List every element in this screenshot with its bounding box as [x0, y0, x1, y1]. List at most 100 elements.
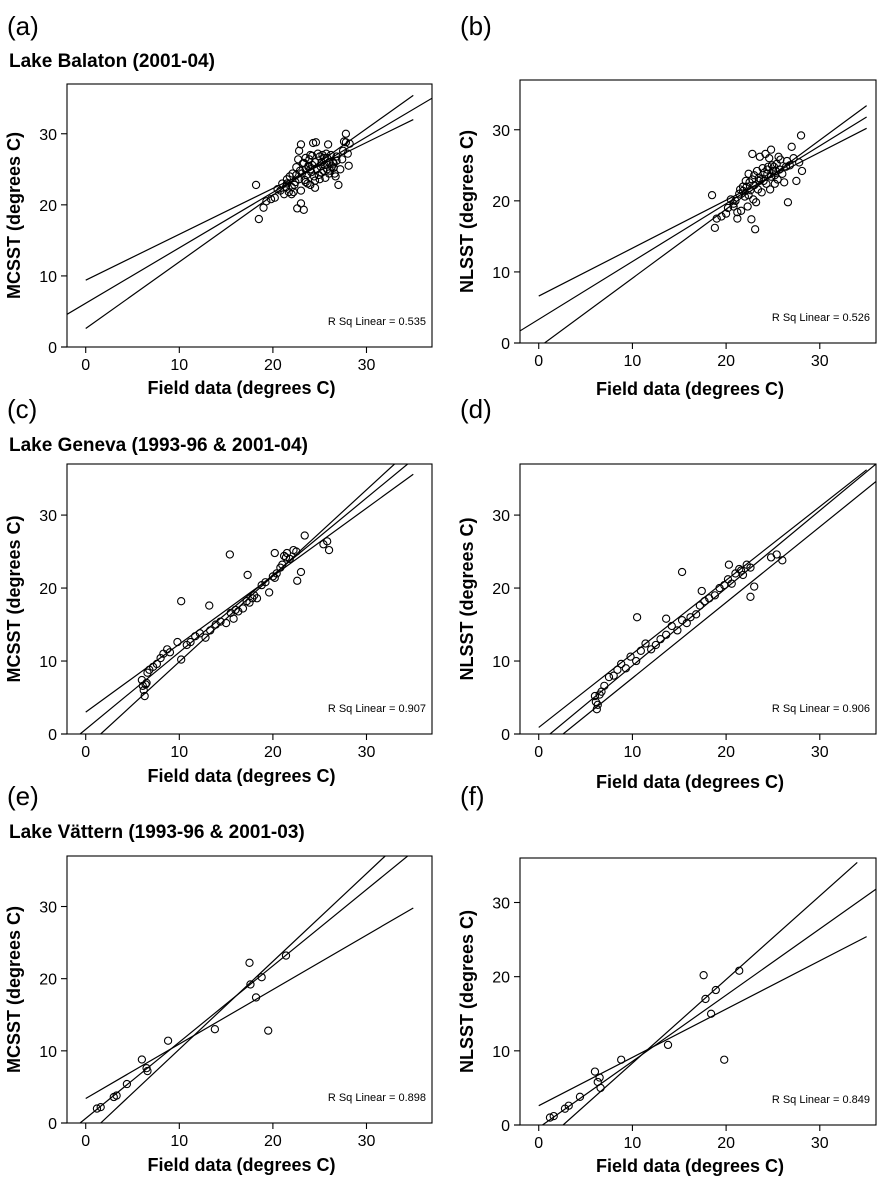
data-point	[595, 1073, 604, 1082]
data-point	[780, 178, 789, 187]
data-point	[733, 208, 742, 217]
data-point	[726, 195, 735, 204]
data-point	[288, 169, 297, 178]
data-point	[152, 659, 161, 669]
data-point	[782, 156, 792, 166]
chart-panel-5: (f) 0 10 20 30 0 10 20 30 Field data (degrees C) N…	[457, 781, 877, 1176]
fit-line-lower	[562, 481, 876, 734]
chart-title: Lake Geneva (1993-96 & 2001-04)	[9, 435, 308, 456]
data-point	[604, 672, 614, 682]
data-point	[205, 601, 214, 610]
data-point	[177, 597, 186, 606]
y-tick-label: 20	[39, 198, 57, 215]
data-point	[750, 181, 759, 190]
data-point	[251, 180, 261, 190]
data-point	[296, 199, 306, 208]
data-point	[715, 583, 724, 593]
fit-line-upper	[85, 473, 414, 713]
x-tick-label: 10	[624, 353, 642, 370]
data-point	[140, 691, 149, 701]
data-point	[592, 705, 601, 714]
x-tick-label: 10	[624, 744, 642, 761]
data-point	[706, 1009, 716, 1018]
data-point	[613, 665, 622, 674]
fit-line-upper	[538, 469, 868, 728]
data-point	[701, 994, 710, 1004]
data-point	[293, 204, 302, 213]
plot-frame	[519, 79, 877, 344]
data-point	[195, 629, 205, 638]
y-tick-label: 20	[39, 581, 57, 598]
data-point	[306, 165, 315, 174]
panel-letter: (b)	[460, 11, 492, 41]
fit-line-fit	[79, 856, 409, 1123]
data-point	[272, 569, 281, 578]
y-tick-label: 20	[492, 581, 510, 598]
data-point	[264, 1026, 273, 1035]
data-point	[210, 1025, 220, 1034]
r-squared-label: R Sq Linear = 0.849	[772, 1094, 870, 1106]
y-tick-label: 20	[492, 194, 510, 211]
data-point	[765, 154, 774, 163]
data-point	[617, 1055, 626, 1064]
data-point	[341, 129, 351, 138]
x-axis-title: Field data (degrees C)	[147, 378, 335, 398]
x-tick-label: 20	[717, 353, 735, 370]
data-points	[92, 951, 291, 1113]
fit-lines	[79, 464, 414, 734]
data-point	[758, 163, 767, 173]
x-tick-label: 30	[811, 353, 829, 370]
y-tick-label: 30	[492, 123, 510, 140]
y-axis-title: MCSST (degrees C)	[4, 132, 24, 299]
data-point	[720, 1055, 729, 1064]
data-point	[191, 632, 200, 641]
data-point	[234, 607, 243, 616]
data-point	[743, 202, 752, 211]
data-point	[754, 173, 764, 183]
chart-panel-2: (c) Lake Geneva (1993-96 & 2001-04) 0 10 20 3…	[4, 394, 433, 786]
data-point	[163, 1036, 173, 1045]
data-point	[682, 618, 691, 628]
y-tick-label: 10	[492, 265, 510, 282]
data-point	[735, 966, 744, 975]
r-squared-label: R Sq Linear = 0.906	[772, 703, 870, 715]
x-axis-title: Field data (degrees C)	[147, 1155, 335, 1175]
data-point	[712, 214, 721, 223]
x-tick-label: 0	[81, 1133, 90, 1150]
chart-panel-0: (a) Lake Balaton (2001-04) 0 10 20 30 0 10 20 30 F…	[4, 11, 433, 398]
y-tick-label: 30	[39, 900, 57, 917]
data-point	[201, 633, 210, 642]
x-tick-label: 0	[534, 1135, 543, 1152]
fit-line-upper	[538, 127, 867, 297]
data-point	[293, 576, 302, 585]
data-point	[661, 614, 671, 623]
data-point	[762, 179, 771, 188]
fit-line-fit	[542, 888, 876, 1125]
data-point	[677, 567, 687, 577]
data-point	[266, 195, 276, 204]
data-point	[733, 214, 742, 223]
data-point	[323, 537, 332, 546]
data-point	[750, 582, 759, 591]
fit-line-upper	[85, 119, 414, 281]
data-point	[261, 578, 270, 587]
chart-title: Lake Vättern (1993-96 & 2001-03)	[9, 822, 305, 843]
y-tick-label: 30	[492, 896, 510, 913]
x-axis-title: Field data (degrees C)	[596, 772, 784, 792]
panel-letter: (e)	[7, 781, 39, 811]
data-point	[206, 626, 215, 635]
data-point	[238, 604, 248, 613]
y-tick-label: 30	[39, 127, 57, 144]
data-point	[281, 553, 291, 562]
data-point	[766, 145, 776, 154]
data-point	[748, 149, 757, 159]
data-point	[245, 958, 254, 967]
data-point	[141, 680, 150, 689]
data-point	[795, 158, 804, 167]
data-point	[632, 656, 641, 666]
data-point	[744, 191, 753, 200]
data-point	[651, 640, 660, 650]
data-point	[738, 570, 748, 580]
data-point	[246, 980, 255, 989]
x-tick-label: 0	[534, 353, 543, 370]
